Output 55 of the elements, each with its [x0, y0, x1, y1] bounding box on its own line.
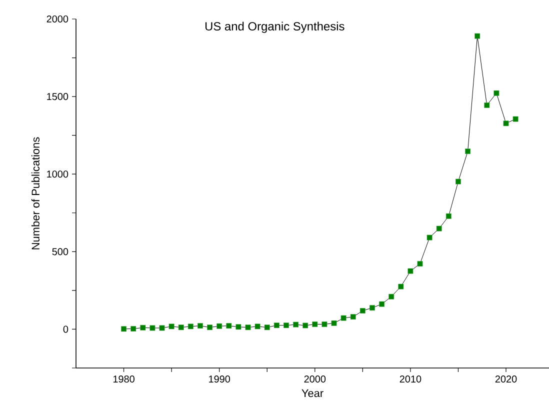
- point: [245, 324, 251, 330]
- point: [236, 324, 242, 330]
- point: [379, 301, 385, 307]
- point: [254, 324, 260, 330]
- y-tick-label: 0: [63, 326, 68, 333]
- y-tick-label: 500: [52, 248, 68, 256]
- point: [369, 305, 375, 311]
- point: [207, 324, 213, 330]
- point: [168, 324, 174, 330]
- y-axis-title: Number of Publications: [31, 137, 40, 250]
- x-tick-label: 1990: [209, 376, 230, 383]
- point: [130, 326, 136, 332]
- point: [274, 322, 280, 328]
- x-tick-label: 2010: [400, 376, 422, 383]
- point: [340, 315, 346, 321]
- point: [494, 90, 500, 96]
- point: [283, 322, 289, 328]
- point: [388, 294, 394, 300]
- point: [417, 261, 423, 267]
- chart-title: US and Organic Synthesis: [205, 22, 344, 33]
- point: [455, 178, 461, 184]
- point: [465, 148, 471, 154]
- y-tick-label: 1500: [47, 93, 68, 100]
- x-tick-label: 2000: [304, 376, 326, 383]
- point: [216, 323, 222, 329]
- point: [159, 325, 165, 331]
- point: [140, 324, 146, 330]
- point: [398, 284, 404, 290]
- point: [264, 324, 270, 330]
- point: [331, 320, 337, 326]
- point: [350, 314, 356, 320]
- point: [474, 33, 480, 39]
- point: [322, 322, 328, 327]
- point: [312, 322, 318, 327]
- point: [188, 324, 194, 330]
- y-tick-label: 2000: [46, 15, 68, 23]
- point: [150, 325, 156, 331]
- point: [503, 120, 509, 126]
- point: [512, 116, 518, 122]
- point: [446, 213, 452, 219]
- point: [436, 226, 442, 232]
- point: [197, 323, 203, 329]
- point: [226, 323, 232, 329]
- point: [293, 322, 299, 328]
- point: [484, 102, 490, 108]
- point: [426, 234, 432, 240]
- y-tick-label: 1000: [47, 170, 68, 178]
- x-tick-label: 1980: [113, 376, 134, 383]
- x-tick-label: 2020: [495, 376, 517, 383]
- x-axis-title: Year: [302, 389, 324, 398]
- point: [360, 308, 366, 314]
- point: [302, 322, 308, 328]
- point: [121, 326, 127, 332]
- point: [178, 324, 184, 330]
- point: [408, 268, 414, 274]
